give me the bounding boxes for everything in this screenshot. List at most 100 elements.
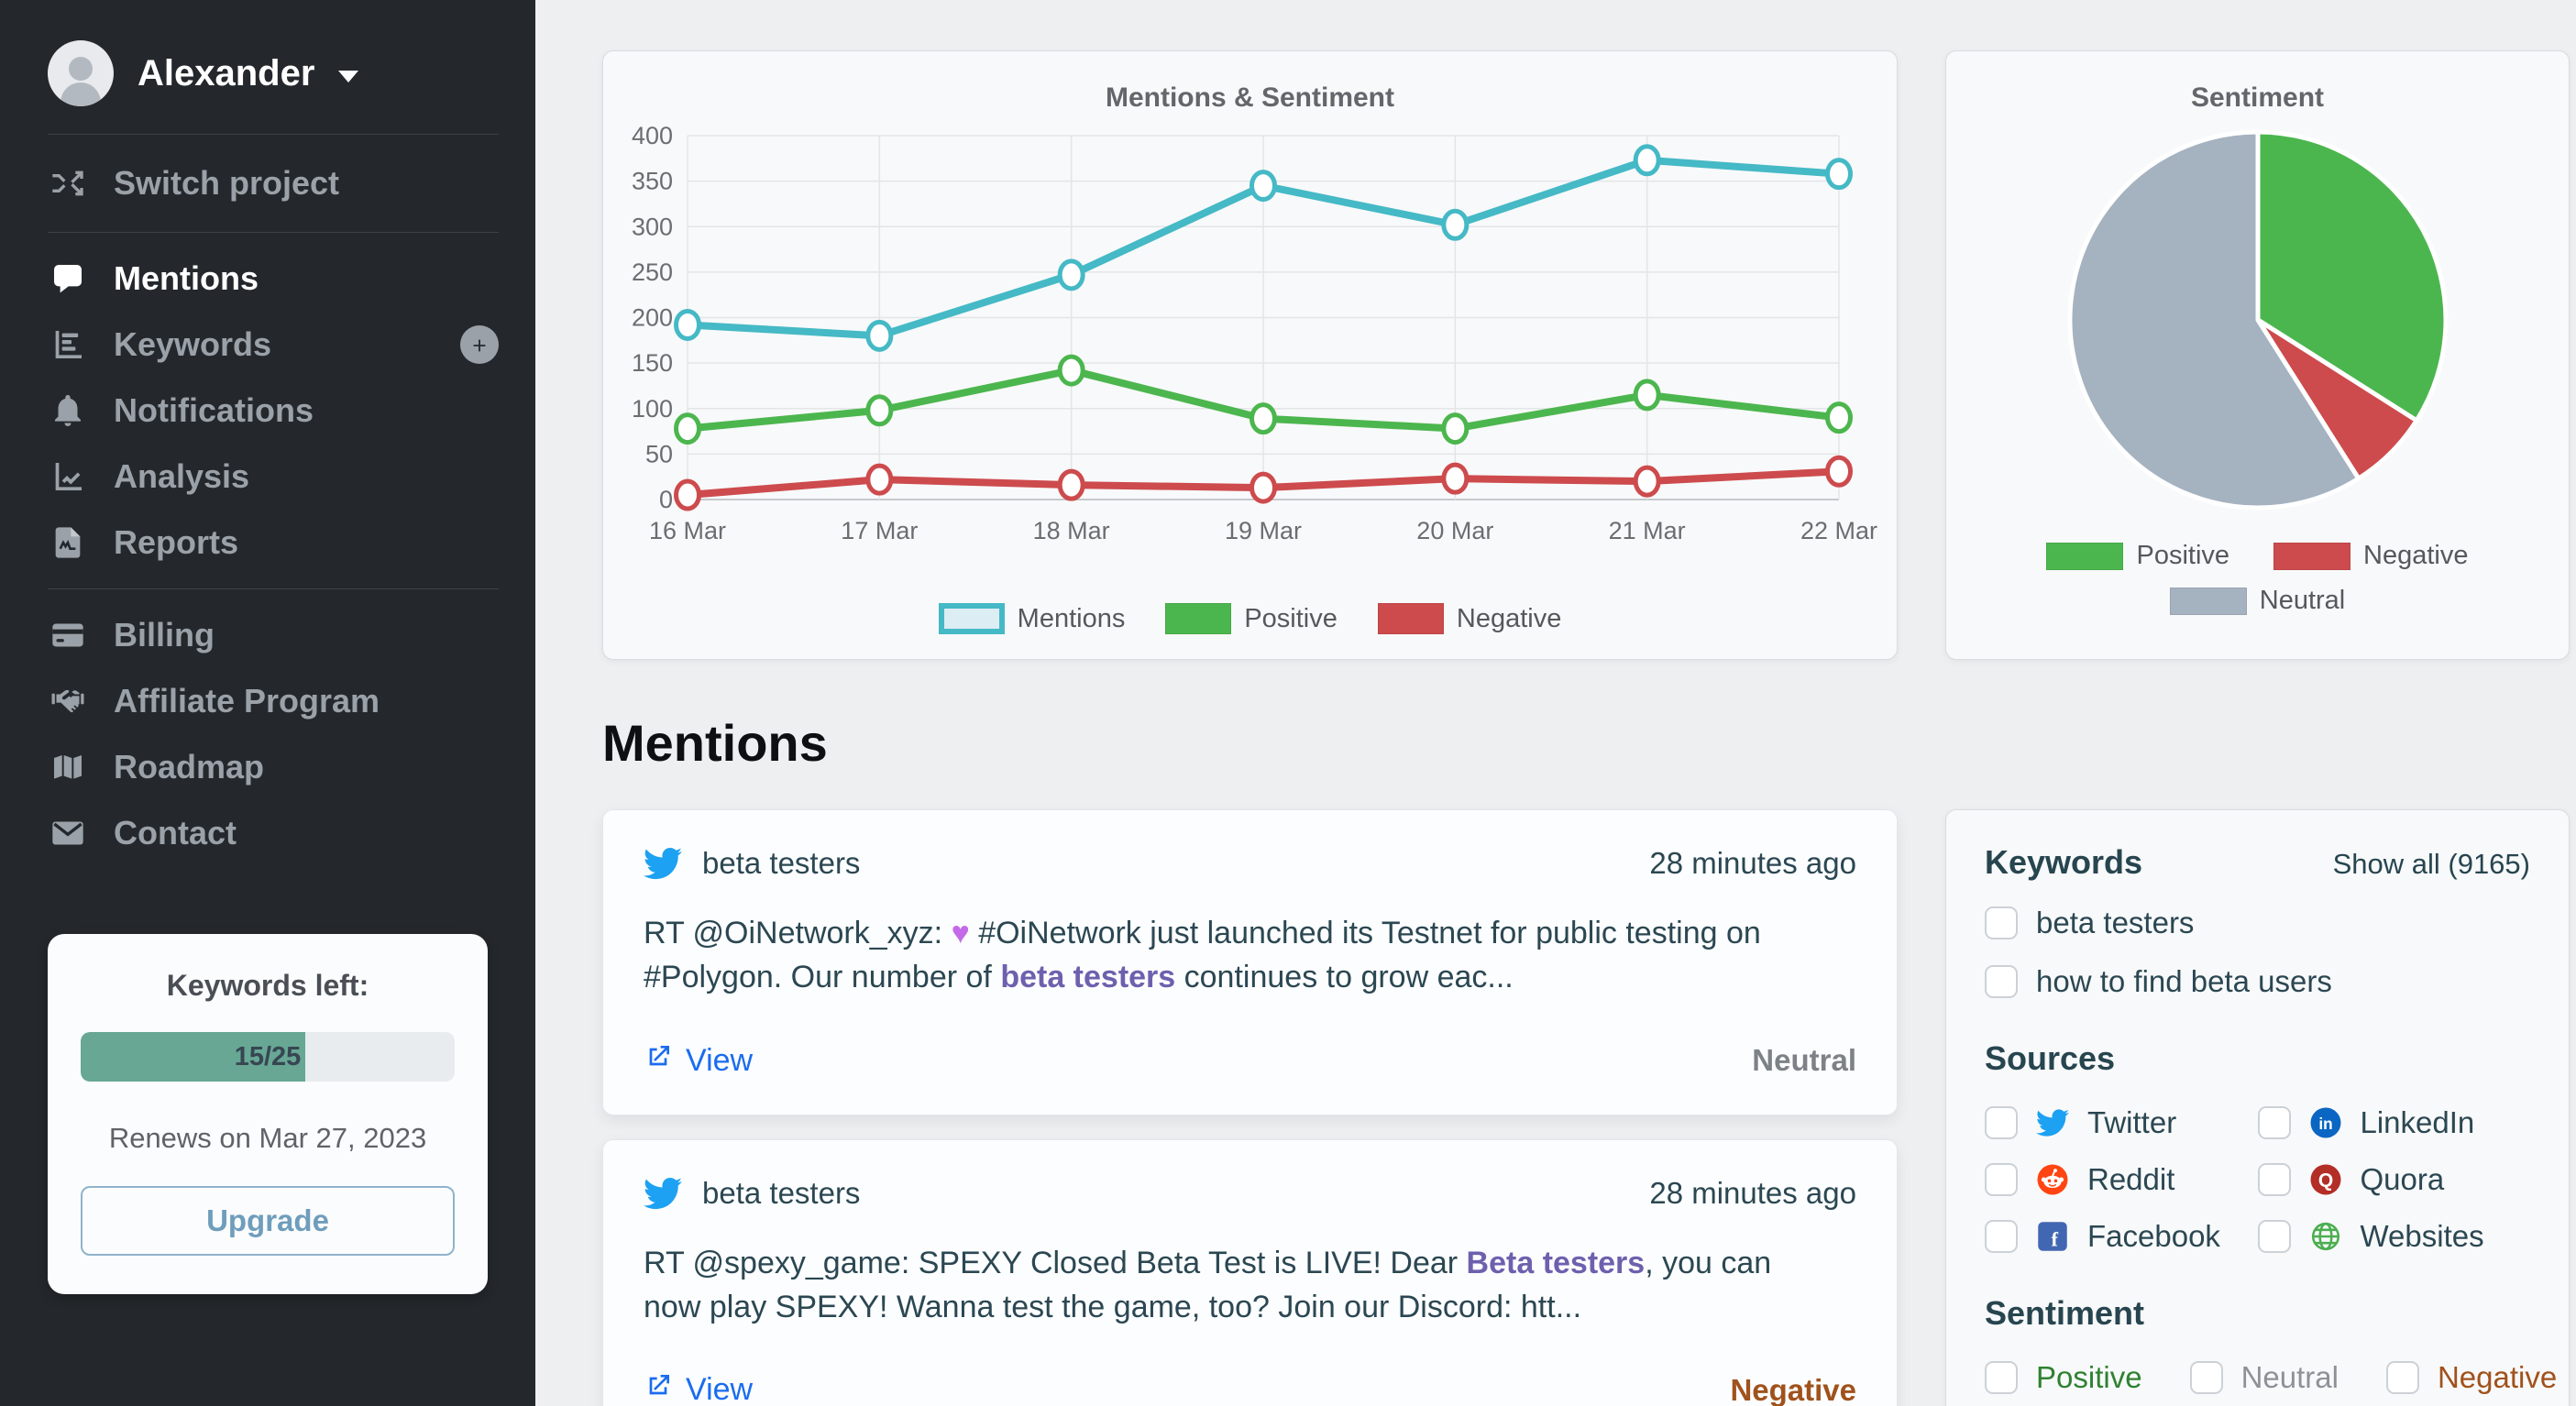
sidebar-item-billing[interactable]: Billing: [48, 602, 499, 668]
sidebar-item-analysis[interactable]: Analysis: [48, 444, 499, 510]
mention-card: beta testers 28 minutes ago RT @OiNetwork_…: [602, 809, 1898, 1115]
sidebar-item-reports[interactable]: Reports: [48, 510, 499, 576]
sidebar-item-label: Notifications: [114, 391, 314, 429]
view-link[interactable]: View: [644, 1371, 753, 1406]
sidebar-item-roadmap[interactable]: Roadmap: [48, 734, 499, 800]
svg-text:Q: Q: [2317, 1170, 2332, 1192]
pie-legend-item-positive[interactable]: Positive: [2046, 541, 2229, 571]
checkbox[interactable]: [1985, 1106, 2018, 1139]
checkbox[interactable]: [2257, 1106, 2291, 1139]
sidebar-item-label: Reports: [114, 523, 239, 561]
svg-text:250: 250: [632, 258, 673, 286]
page-title: Mentions: [602, 714, 828, 772]
svg-text:17 Mar: 17 Mar: [841, 517, 918, 544]
svg-text:20 Mar: 20 Mar: [1416, 517, 1493, 544]
view-link[interactable]: View: [644, 1042, 753, 1080]
mentions-list: beta testers 28 minutes ago RT @OiNetwork_…: [602, 809, 1898, 1406]
source-filter-label: Quora: [2360, 1162, 2445, 1196]
switch-project-button[interactable]: Switch project: [48, 135, 499, 232]
svg-text:100: 100: [632, 395, 673, 423]
legend-swatch: [1377, 603, 1444, 634]
user-menu[interactable]: Alexander: [48, 40, 499, 134]
checkbox[interactable]: [1985, 1361, 2018, 1394]
checkbox[interactable]: [2257, 1220, 2291, 1253]
quora-icon: Q: [2309, 1163, 2342, 1196]
source-options: Twitter in LinkedIn Reddit Q Quora f Facebook We…: [1985, 1083, 2530, 1254]
pie-legend-item-negative[interactable]: Negative: [2273, 541, 2469, 571]
divider: [48, 588, 499, 589]
pie-chart-title: Sentiment: [2190, 82, 2325, 113]
source-filter-label: Reddit: [2087, 1162, 2175, 1196]
legend-item-mentions[interactable]: Mentions: [938, 603, 1125, 634]
checkbox[interactable]: [2257, 1163, 2291, 1196]
svg-text:0: 0: [659, 486, 673, 513]
svg-text:22 Mar: 22 Mar: [1800, 517, 1877, 544]
mention-keyword: beta testers: [702, 1175, 861, 1210]
upgrade-button[interactable]: Upgrade: [81, 1186, 455, 1256]
checkbox[interactable]: [1985, 906, 2018, 939]
checkbox[interactable]: [2385, 1361, 2419, 1394]
sidebar-item-label: Contact: [114, 814, 237, 851]
checkbox[interactable]: [2189, 1361, 2223, 1394]
add-keyword-button[interactable]: [460, 325, 499, 364]
user-name: Alexander: [138, 52, 315, 93]
filters-panel: Keywords Show all (9165) beta testers how…: [1945, 809, 2570, 1406]
divider: [48, 134, 499, 135]
plan-renews: Renews on Mar 27, 2023: [108, 1122, 427, 1154]
sidebar-item-notifications[interactable]: Notifications: [48, 378, 499, 444]
sentiment-pie-chart: [2066, 129, 2448, 511]
legend-swatch: [2169, 587, 2247, 615]
sidebar-item-mentions[interactable]: Mentions: [48, 246, 499, 312]
legend-swatch: [1165, 603, 1232, 634]
divider: [48, 232, 499, 233]
legend-label: Positive: [1244, 603, 1338, 633]
mention-timestamp: 28 minutes ago: [1649, 846, 1856, 880]
keyword-filter-row: beta testers: [1985, 906, 2530, 940]
sidebar-item-affiliate[interactable]: Affiliate Program: [48, 668, 499, 734]
legend-item-positive[interactable]: Positive: [1165, 603, 1338, 634]
sentiment-options: Positive Neutral Negative: [1985, 1360, 2557, 1395]
bar-chart-icon: [48, 324, 88, 365]
legend-swatch: [2273, 542, 2351, 570]
checkbox[interactable]: [1985, 965, 2018, 998]
source-filter-quora: Q Quora: [2257, 1162, 2531, 1197]
checkbox[interactable]: [1985, 1220, 2018, 1253]
svg-text:19 Mar: 19 Mar: [1225, 517, 1302, 544]
heart-icon: ♥: [951, 916, 970, 950]
checkbox[interactable]: [1985, 1163, 2018, 1196]
mention-text: RT @spexy_game: SPEXY Closed Beta Test i…: [644, 1245, 1772, 1324]
line-chart-icon: [48, 456, 88, 497]
bell-icon: [48, 390, 88, 431]
source-filter-facebook: f Facebook: [1985, 1219, 2258, 1254]
line-chart-title: Mentions & Sentiment: [1105, 82, 1394, 113]
sentiment-pie-card: Sentiment Positive Negative Neutral: [1945, 50, 2570, 660]
keywords-filter-title: Keywords: [1985, 843, 2143, 881]
pie-legend-item-neutral[interactable]: Neutral: [2169, 586, 2345, 616]
sidebar-item-contact[interactable]: Contact: [48, 800, 499, 866]
keyword-highlight: beta testers: [1000, 960, 1176, 995]
handshake-icon: [48, 681, 88, 721]
keyword-highlight: Beta testers: [1466, 1245, 1646, 1280]
svg-text:50: 50: [645, 440, 673, 467]
sidebar-item-keywords[interactable]: Keywords: [48, 312, 499, 378]
plus-icon: [469, 325, 490, 364]
plan-box: Keywords left: 15/25 Renews on Mar 27, 2…: [48, 934, 488, 1294]
mention-keyword: beta testers: [702, 846, 861, 880]
sidebar-nav: Mentions Keywords Notifications Analysis Rep…: [48, 233, 499, 875]
mentions-sentiment-chart-card: Mentions & Sentiment 0 50 100 150 200 250 300 3…: [602, 50, 1898, 660]
keyword-filter-row: how to find beta users: [1985, 964, 2530, 999]
show-all-link[interactable]: Show all (9165): [2332, 848, 2530, 880]
sidebar: Alexander Switch project Mentions Keyword…: [0, 0, 535, 1406]
svg-text:200: 200: [632, 304, 673, 332]
globe-icon: [2309, 1220, 2342, 1253]
svg-text:21 Mar: 21 Mar: [1609, 517, 1686, 544]
switch-project-label: Switch project: [114, 164, 340, 202]
svg-text:400: 400: [632, 122, 673, 149]
envelope-icon: [48, 813, 88, 853]
linkedin-icon: in: [2309, 1106, 2342, 1139]
legend-item-negative[interactable]: Negative: [1377, 603, 1561, 634]
twitter-icon: [2036, 1106, 2069, 1139]
sentiment-filter-neutral: Neutral: [2189, 1360, 2339, 1395]
source-filter-label: Twitter: [2087, 1105, 2177, 1139]
source-filter-label: LinkedIn: [2360, 1105, 2475, 1139]
